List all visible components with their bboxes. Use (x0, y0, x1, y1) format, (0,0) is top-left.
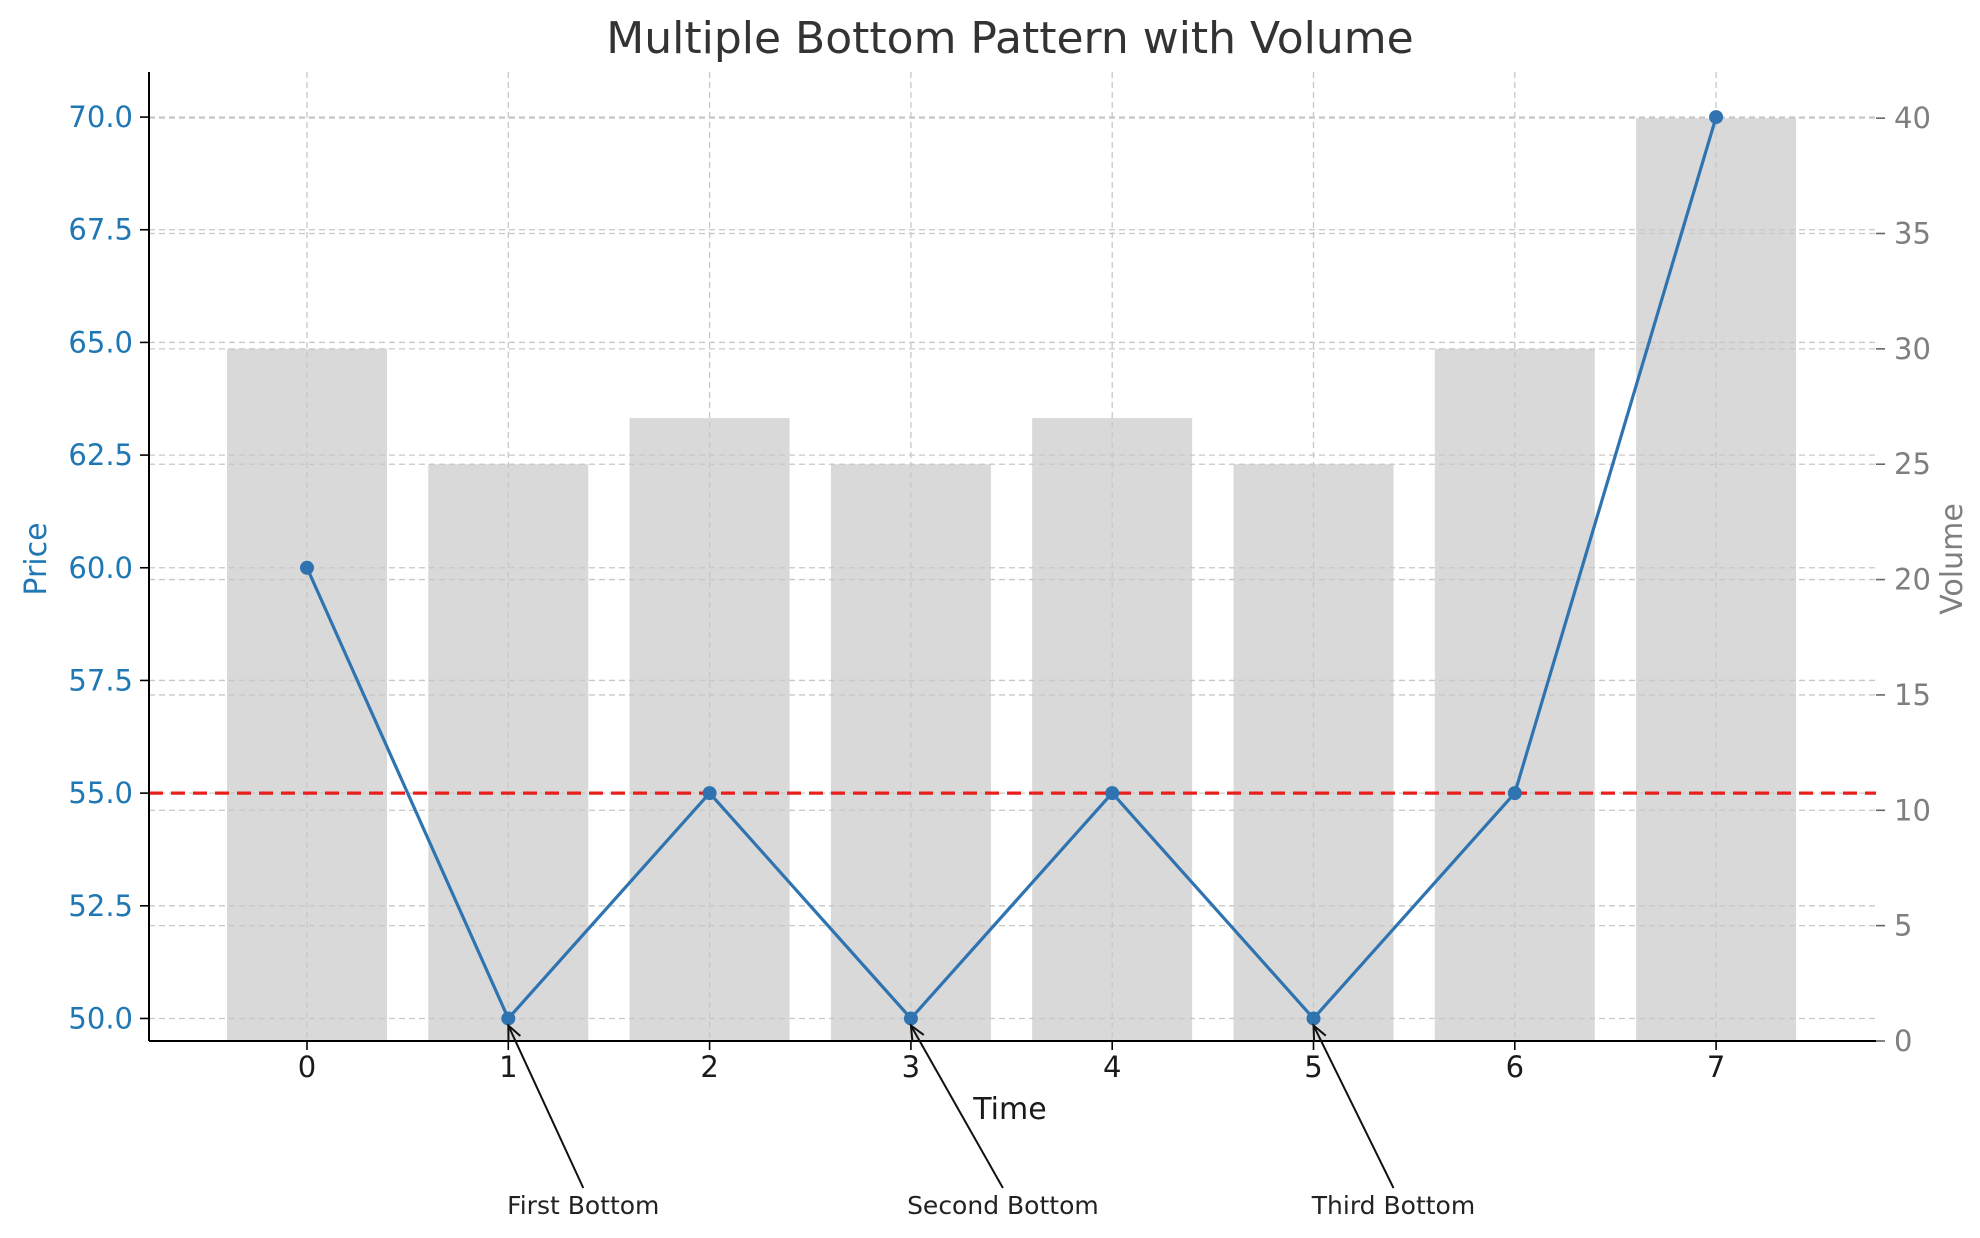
x-tick-label: 3 (902, 1050, 920, 1084)
price-tick-label: 52.5 (68, 889, 133, 923)
chart-title: Multiple Bottom Pattern with Volume (606, 13, 1413, 64)
volume-tick-label: 15 (1894, 678, 1931, 712)
price-point (702, 786, 717, 801)
x-axis-label: Time (972, 1092, 1046, 1127)
annotation-label: Second Bottom (907, 1191, 1099, 1220)
annotation-arrowhead (507, 1023, 522, 1042)
annotations: First Bottom Second Bottom Third Bottom (507, 1023, 1475, 1220)
y-axis-label-price: Price (19, 522, 54, 595)
x-tick-label: 1 (499, 1050, 517, 1084)
price-line (305, 116, 1718, 1021)
volume-tick-label: 0 (1894, 1024, 1912, 1058)
price-tick-label: 65.0 (68, 325, 133, 359)
x-tick-label: 6 (1506, 1050, 1524, 1084)
price-tick-label: 67.5 (68, 213, 133, 247)
annotation-arrow (507, 1025, 585, 1189)
volume-tick-label: 30 (1894, 332, 1931, 366)
volume-tick-label: 20 (1894, 563, 1931, 597)
price-point (1105, 786, 1120, 801)
price-ticks: 50.0 52.5 55.0 57.5 60.0 62.5 65.0 67.5 70.0 (68, 100, 149, 1035)
price-point (1306, 1011, 1321, 1026)
x-tick-label: 4 (1103, 1050, 1121, 1084)
volume-tick-label: 5 (1894, 909, 1912, 943)
price-point (903, 1011, 918, 1026)
y-axis-label-volume: Volume (1935, 503, 1970, 615)
price-tick-label: 50.0 (68, 1001, 133, 1035)
annotation-arrowhead (1312, 1023, 1327, 1042)
price-point (300, 560, 314, 575)
volume-tick-label: 10 (1894, 793, 1931, 827)
x-tick-label: 2 (700, 1050, 718, 1084)
annotation-arrow (1312, 1025, 1395, 1189)
annotation-label: First Bottom (507, 1191, 659, 1220)
annotation-arrow (910, 1024, 1004, 1189)
price-tick-label: 60.0 (68, 551, 133, 585)
x-tick-label: 0 (298, 1050, 316, 1084)
x-ticks: 0 1 2 3 4 5 6 7 (298, 1041, 1725, 1084)
annotation-label: Third Bottom (1311, 1191, 1475, 1220)
x-tick-label: 7 (1707, 1050, 1725, 1084)
x-tick-label: 5 (1304, 1050, 1322, 1084)
volume-tick-label: 25 (1894, 447, 1931, 481)
price-point (1709, 110, 1724, 125)
price-tick-label: 70.0 (68, 100, 133, 134)
annotation-arrowhead (909, 1023, 925, 1042)
price-grid (149, 116, 1876, 1020)
volume-ticks: 0 5 10 15 20 25 30 35 40 (1876, 101, 1931, 1058)
price-tick-label: 55.0 (68, 776, 133, 810)
price-tick-label: 62.5 (68, 438, 133, 472)
price-tick-label: 57.5 (68, 663, 133, 697)
price-series (300, 110, 1724, 1026)
volume-tick-label: 35 (1894, 217, 1931, 251)
axes (148, 72, 1876, 1042)
price-point (1507, 786, 1522, 801)
volume-tick-label: 40 (1894, 101, 1931, 135)
price-point (501, 1011, 516, 1026)
